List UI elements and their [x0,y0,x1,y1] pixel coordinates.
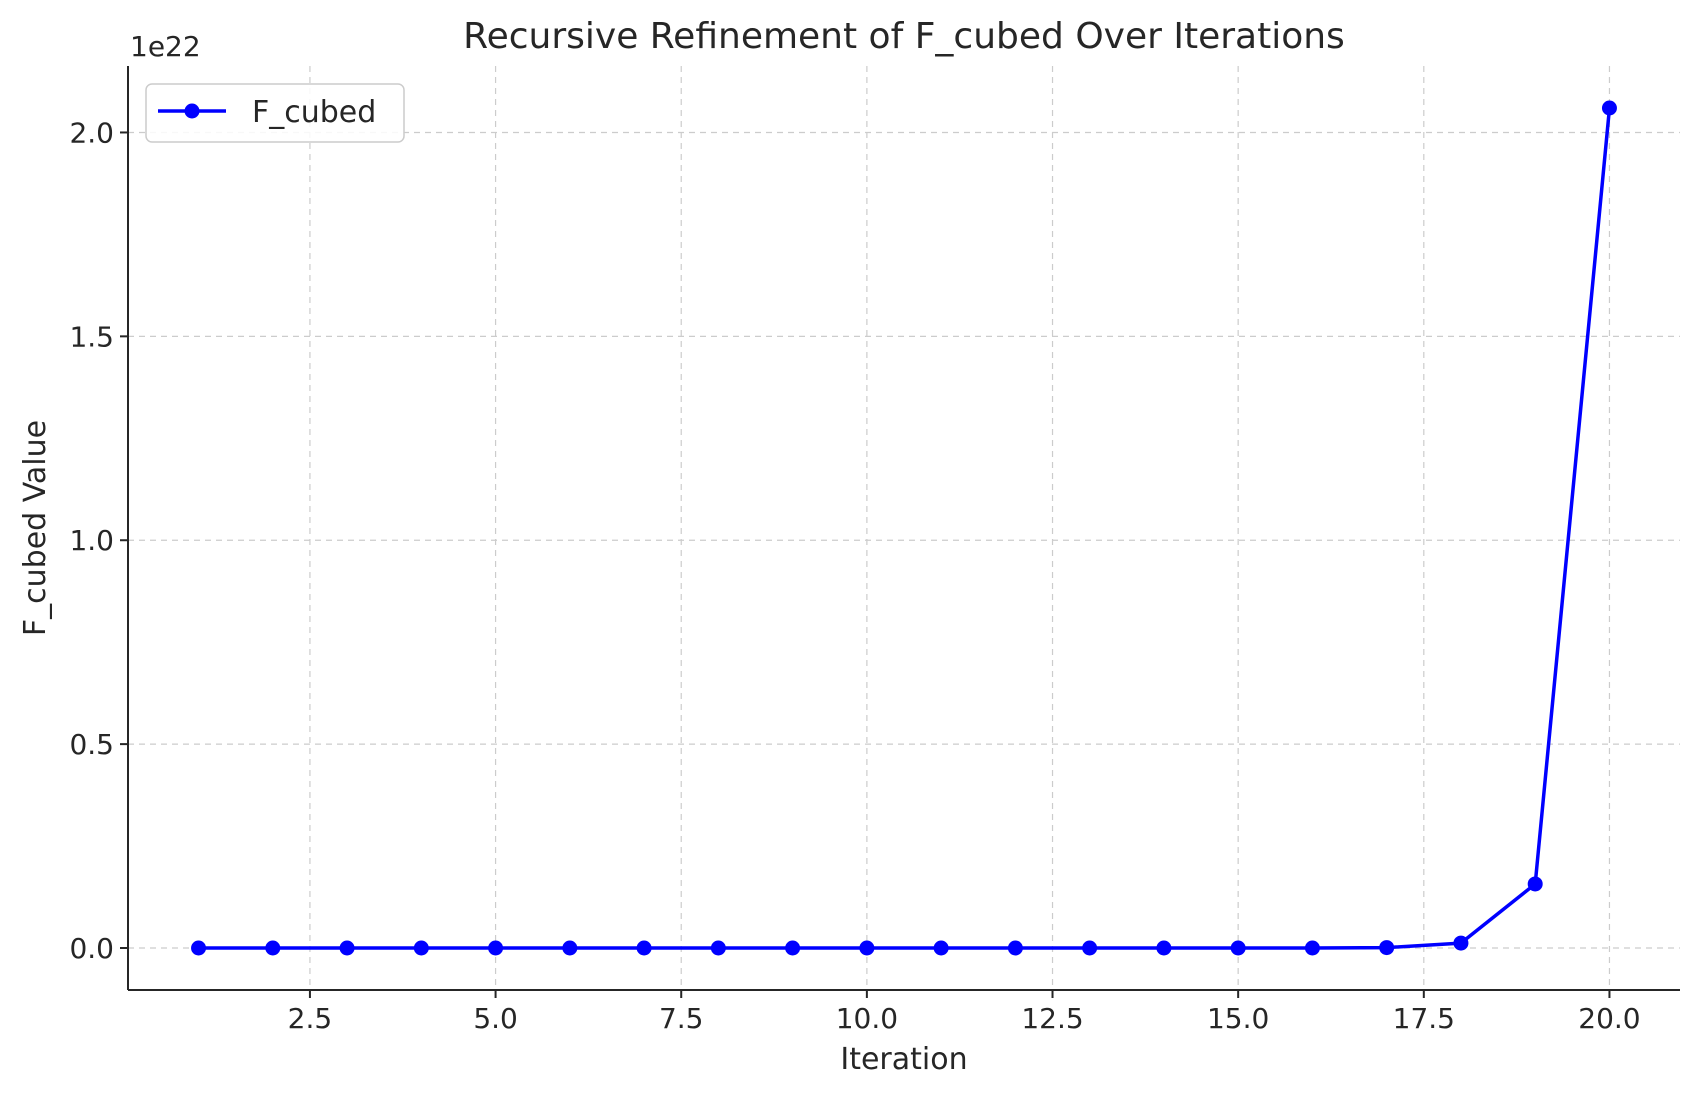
y-axis-label: F_cubed Value [18,420,53,636]
y-tick-label: 1.5 [69,320,114,353]
x-tick-label: 20.0 [1578,1002,1640,1035]
data-point [1379,940,1395,956]
data-point [413,940,429,956]
data-point [1304,940,1320,956]
data-point [1082,940,1098,956]
data-point [265,940,281,956]
x-tick-label: 7.5 [659,1002,704,1035]
data-point [1230,940,1246,956]
x-tick-label: 5.0 [473,1002,518,1035]
series-line [198,107,1612,950]
axes [127,66,1680,991]
legend-label: F_cubed [252,95,376,130]
data-point [1007,940,1023,956]
data-point [1527,876,1543,892]
data-point [785,940,801,956]
series-layer [191,100,1617,956]
legend-marker-swatch [184,103,200,119]
data-point [933,940,949,956]
data-point [859,940,875,956]
legend: F_cubed [145,83,405,143]
y-tick-label: 2.0 [69,116,114,149]
x-tick-label: 10.0 [836,1002,898,1035]
x-tick-label: 15.0 [1207,1002,1269,1035]
data-point [1156,940,1172,956]
data-point [488,940,504,956]
y-tick-label: 1.0 [69,524,114,557]
x-tick-label: 12.5 [1021,1002,1083,1035]
data-point [339,940,355,956]
data-point [191,940,207,956]
x-tick-label: 17.5 [1393,1002,1455,1035]
data-point [562,940,578,956]
data-point [1601,100,1617,116]
chart-title: Recursive Refinement of F_cubed Over Ite… [463,16,1345,57]
data-point [710,940,726,956]
tick-marks: 2.5 5.0 7.5 10.0 12.5 15.0 17.5 20.0 0.0 0.5 1.0 1.… [69,116,1640,1035]
data-point [636,940,652,956]
x-tick-label: 2.5 [288,1002,333,1035]
legend-frame [145,83,405,143]
y-tick-label: 0.0 [69,932,114,965]
x-axis-label: Iteration [840,1042,967,1077]
y-tick-label: 0.5 [69,728,114,761]
data-point [1453,935,1469,951]
grid-lines [128,66,1680,990]
y-offset-label: 1e22 [130,30,201,63]
